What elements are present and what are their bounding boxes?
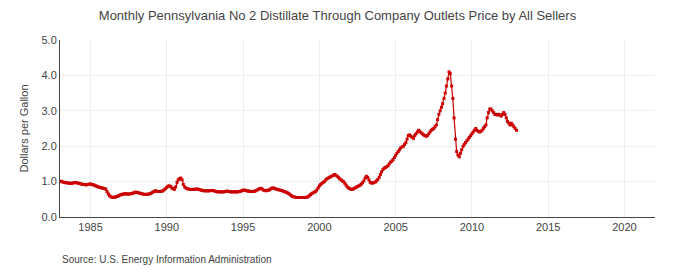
- svg-text:2010: 2010: [460, 221, 484, 233]
- svg-text:4.0: 4.0: [42, 69, 57, 81]
- svg-text:0.0: 0.0: [42, 211, 57, 223]
- svg-text:Source: U.S. Energy Informatio: Source: U.S. Energy Information Administ…: [62, 254, 272, 265]
- svg-text:5.0: 5.0: [42, 34, 57, 46]
- svg-text:Dollars per Gallon: Dollars per Gallon: [18, 84, 30, 172]
- svg-text:1985: 1985: [78, 221, 102, 233]
- svg-text:2000: 2000: [307, 221, 331, 233]
- svg-text:1990: 1990: [155, 221, 179, 233]
- svg-text:2.0: 2.0: [42, 140, 57, 152]
- svg-text:2015: 2015: [536, 221, 560, 233]
- svg-text:Monthly Pennsylvania No 2 Dist: Monthly Pennsylvania No 2 Distillate Thr…: [99, 8, 577, 23]
- svg-text:1995: 1995: [231, 221, 255, 233]
- svg-text:2020: 2020: [612, 221, 636, 233]
- svg-text:1.0: 1.0: [42, 175, 57, 187]
- svg-text:3.0: 3.0: [42, 105, 57, 117]
- svg-text:2005: 2005: [383, 221, 407, 233]
